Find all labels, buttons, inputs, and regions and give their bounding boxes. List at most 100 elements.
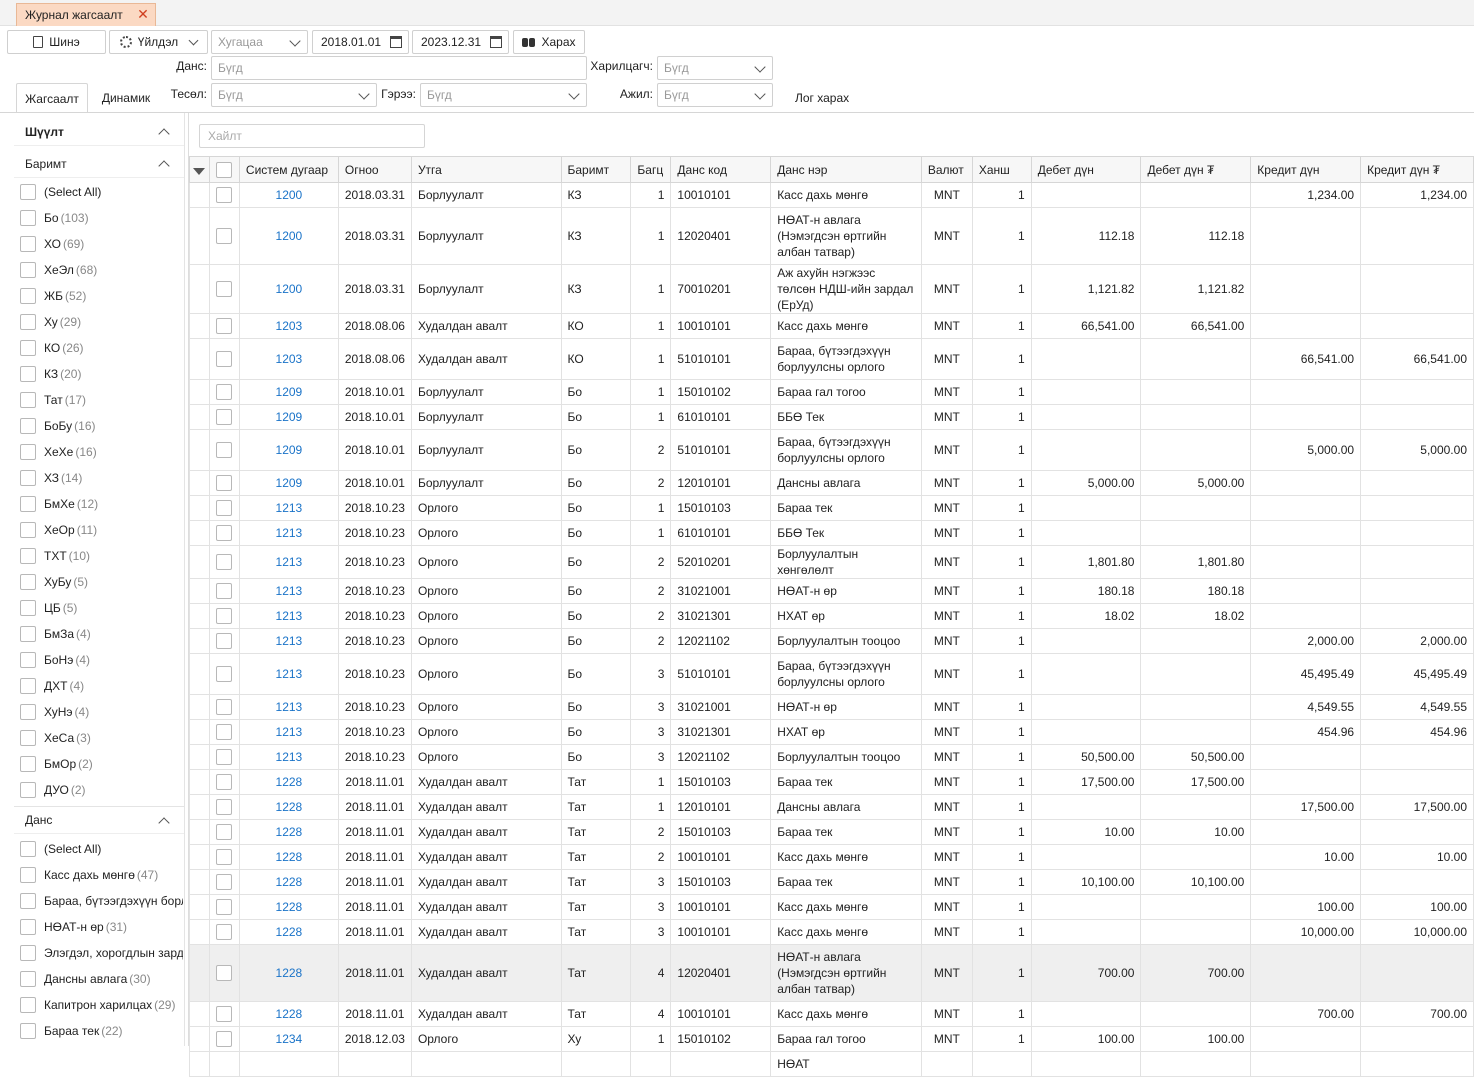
column-header[interactable]: Огноо [337, 156, 412, 183]
row-select-cell[interactable] [208, 894, 240, 920]
table-row[interactable]: 1203 2018.08.06 Худалдан авалт КО 1 51010101 Б… [189, 338, 1474, 380]
table-row[interactable]: 1209 2018.10.01 Борлуулалт Бо 2 51010101 Бараа… [189, 429, 1474, 471]
filter-item[interactable]: ХО (69) [20, 232, 183, 256]
filter-item[interactable]: (Select All) [20, 180, 183, 204]
row-select-cell[interactable] [208, 495, 240, 521]
checkbox[interactable] [20, 730, 36, 746]
filter-item[interactable]: ХеЭл (68) [20, 258, 183, 282]
table-row[interactable]: 1213 2018.10.23 Орлого Бо 1 15010103 Бараа тек… [189, 495, 1474, 521]
row-checkbox[interactable] [216, 384, 233, 401]
table-row[interactable]: 1213 2018.10.23 Орлого Бо 3 31021301 НХАТ өр MN… [189, 719, 1474, 745]
filter-item[interactable]: БмХе (12) [20, 492, 183, 516]
filter-item[interactable]: ТХТ (10) [20, 544, 183, 568]
account-filter[interactable]: Бүгд [211, 56, 587, 80]
funnel-icon[interactable] [193, 167, 205, 175]
checkbox[interactable] [20, 782, 36, 798]
period-select[interactable]: Хугацаа [211, 30, 308, 54]
filter-item[interactable]: (Select All) [20, 837, 183, 861]
table-row[interactable]: 1213 2018.10.23 Орлого Бо 1 61010101 ББӨ Тек MN… [189, 520, 1474, 546]
column-header[interactable]: Дебет дүн ₮ [1140, 156, 1252, 183]
checkbox[interactable] [20, 470, 36, 486]
system-number-link[interactable]: 1228 [238, 794, 339, 820]
row-checkbox[interactable] [216, 749, 233, 766]
row-checkbox[interactable] [216, 228, 233, 245]
row-select-cell[interactable] [208, 944, 240, 1002]
calendar-icon[interactable] [490, 36, 502, 48]
filter-item[interactable]: БоБу (16) [20, 414, 183, 438]
row-checkbox[interactable] [216, 633, 233, 650]
checkbox[interactable] [20, 997, 36, 1013]
row-select-cell[interactable] [208, 578, 240, 604]
system-number-link[interactable]: 1228 [238, 869, 339, 895]
filter-item[interactable]: Бараа тек (22) [20, 1019, 183, 1043]
journal-list-tab[interactable]: Журнал жагсаалт ✕ [16, 3, 156, 26]
table-row[interactable]: 1228 2018.11.01 Худалдан авалт Тат 4 12020401… [189, 944, 1474, 1002]
row-checkbox[interactable] [216, 924, 233, 941]
filter-item[interactable]: ХуБу (5) [20, 570, 183, 594]
row-select-cell[interactable] [208, 819, 240, 845]
row-checkbox[interactable] [216, 666, 233, 683]
filter-item[interactable]: ХеСа (3) [20, 726, 183, 750]
table-row[interactable]: 1209 2018.10.01 Борлуулалт Бо 1 15010102 Бараа… [189, 379, 1474, 405]
table-row[interactable]: 1213 2018.10.23 Орлого Бо 2 52010201 Борлуулал… [189, 545, 1474, 579]
filter-item[interactable]: ХЗ (14) [20, 466, 183, 490]
column-header[interactable]: Ханш [971, 156, 1032, 183]
system-number-link[interactable]: 1228 [238, 769, 339, 795]
row-checkbox[interactable] [216, 849, 233, 866]
system-number-link[interactable]: 1209 [238, 429, 339, 471]
table-row[interactable]: 1228 2018.11.01 Худалдан авалт Тат 3 15010103… [189, 869, 1474, 895]
system-number-link[interactable]: 1228 [238, 819, 339, 845]
filter-item[interactable]: Капитрон харилцах (29) [20, 993, 183, 1017]
checkbox[interactable] [20, 841, 36, 857]
job-filter[interactable]: Бүгд [657, 83, 773, 107]
filter-item[interactable]: КЗ (20) [20, 362, 183, 386]
checkbox[interactable] [20, 600, 36, 616]
filter-item[interactable]: Ху (29) [20, 310, 183, 334]
checkbox[interactable] [20, 652, 36, 668]
row-select-cell[interactable] [208, 470, 240, 496]
filter-item[interactable]: Элэгдэл, хорогдлын зард [20, 941, 183, 965]
checkbox[interactable] [20, 236, 36, 252]
row-checkbox[interactable] [216, 475, 233, 492]
column-header[interactable]: Багц [630, 156, 672, 183]
checkbox[interactable] [20, 496, 36, 512]
row-checkbox[interactable] [216, 824, 233, 841]
system-number-link[interactable]: 1209 [238, 379, 339, 405]
system-number-link[interactable]: 1213 [238, 653, 339, 695]
table-row[interactable]: 1203 2018.08.06 Худалдан авалт КО 1 10010101 К… [189, 313, 1474, 339]
checkbox[interactable] [20, 574, 36, 590]
table-row[interactable]: 1213 2018.10.23 Орлого Бо 2 31021001 НӨАТ-н өр… [189, 578, 1474, 604]
row-select-cell[interactable] [208, 182, 240, 208]
checkbox[interactable] [20, 945, 36, 961]
row-select-cell[interactable] [208, 1001, 240, 1027]
system-number-link[interactable]: 1209 [238, 404, 339, 430]
system-number-link[interactable] [238, 1051, 339, 1077]
checkbox[interactable] [20, 971, 36, 987]
filter-item[interactable]: ХуНэ (4) [20, 700, 183, 724]
row-select-cell[interactable] [208, 1051, 240, 1077]
system-number-link[interactable]: 1228 [238, 844, 339, 870]
row-select-cell[interactable] [208, 844, 240, 870]
row-select-cell[interactable] [208, 769, 240, 795]
filter-item[interactable]: ХеОр (11) [20, 518, 183, 542]
row-select-cell[interactable] [208, 794, 240, 820]
system-number-link[interactable]: 1200 [238, 182, 339, 208]
contract-filter[interactable]: Бүгд [420, 83, 587, 107]
table-row[interactable]: НӨАТ [189, 1051, 1474, 1077]
filter-section-header[interactable]: Шүүлт [14, 118, 184, 146]
column-header[interactable]: Дебет дүн [1030, 156, 1142, 183]
dept-filter[interactable]: Бүгд [211, 83, 377, 107]
calendar-icon[interactable] [390, 36, 402, 48]
system-number-link[interactable]: 1228 [238, 919, 339, 945]
filter-item[interactable]: ДХТ (4) [20, 674, 183, 698]
filter-item[interactable]: БмЗа (4) [20, 622, 183, 646]
filter-item[interactable]: ЦБ (5) [20, 596, 183, 620]
checkbox[interactable] [20, 548, 36, 564]
row-select-cell[interactable] [208, 379, 240, 405]
system-number-link[interactable]: 1213 [238, 694, 339, 720]
system-number-link[interactable]: 1213 [238, 719, 339, 745]
checkbox[interactable] [20, 314, 36, 330]
column-header[interactable]: Утга [410, 156, 562, 183]
checkbox[interactable] [20, 184, 36, 200]
tab-list[interactable]: Жагсаалт [16, 83, 88, 113]
